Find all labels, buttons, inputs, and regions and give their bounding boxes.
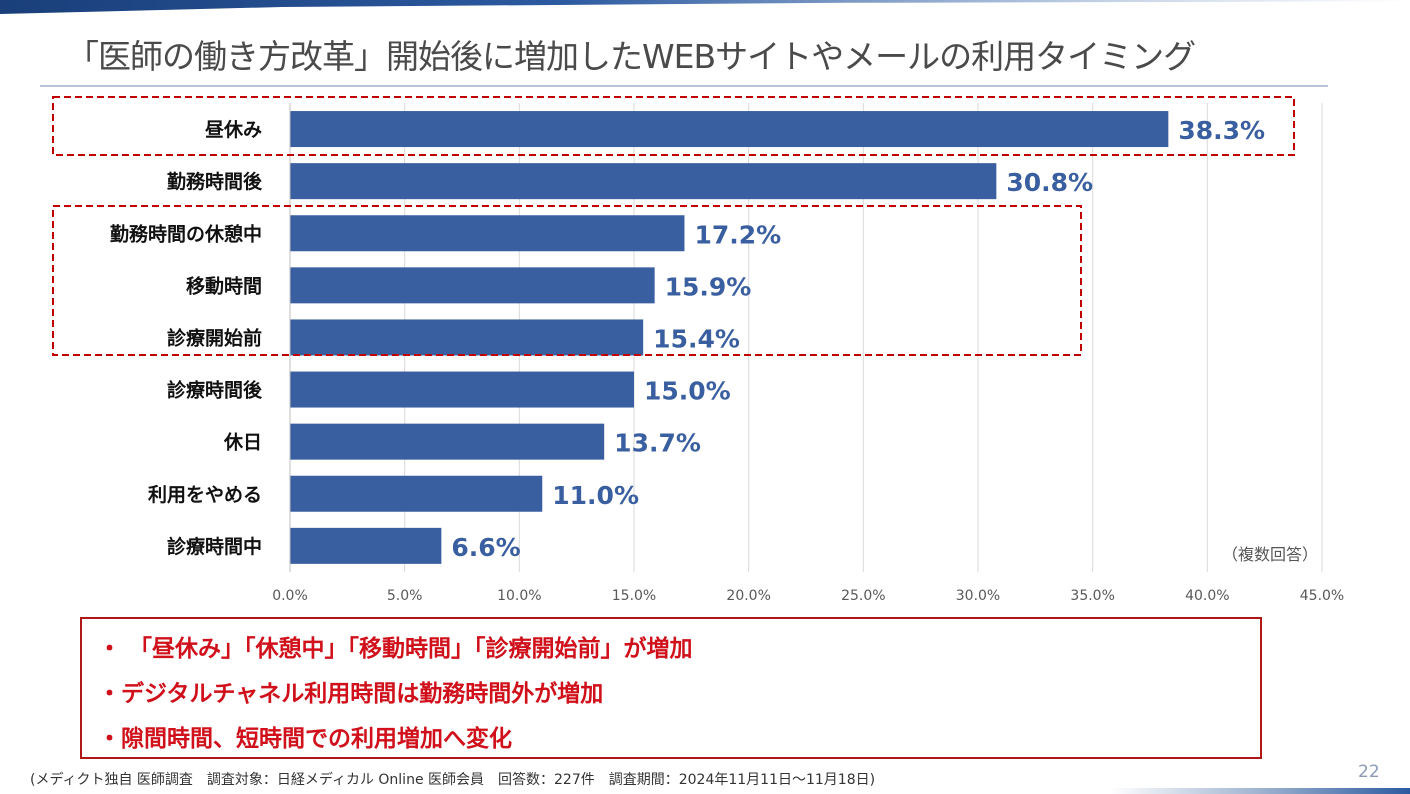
data-label: 11.0% [552,481,639,510]
x-tick-label: 15.0% [612,588,656,604]
x-tick-label: 0.0% [272,588,308,604]
x-tick-label: 40.0% [1185,588,1229,604]
data-label: 15.9% [665,272,752,301]
data-label: 6.6% [451,533,520,562]
bar-chart: 0.0% 5.0% 10.0% 15.0% 20.0% 25.0% 30.0% 35.0% 40… [52,96,1344,604]
data-label: 17.2% [694,220,781,249]
data-label: 15.0% [644,377,731,406]
category-label: 休日 [223,432,262,454]
category-label: 昼休み [205,119,262,141]
bar [290,215,685,252]
x-tick-label: 5.0% [387,588,423,604]
category-label: 診療開始前 [167,326,262,349]
category-label: 診療時間中 [167,535,262,558]
x-tick-label: 20.0% [726,588,770,604]
x-tick-label: 45.0% [1300,588,1344,604]
page-title: 「医師の働き方改革」開始後に増加したWEBサイトやメールの利用タイミング [66,37,1196,76]
bar [290,267,655,304]
highlight-box [52,96,1295,156]
footer-band [1110,788,1410,794]
chart-note: （複数回答） [1222,545,1319,564]
source-note: (メディクト独自 医師調査 調査対象：日経メディカル Online 医師会員 回… [30,772,876,788]
page-number: 22 [1358,762,1380,782]
x-tick-label: 25.0% [841,588,885,604]
summary-box: ・ 「昼休み」「休憩中」「移動時間」「診療開始前」が増加 ・デジタルチャネル利用… [80,617,1262,759]
bar [290,527,442,564]
title-divider [40,85,1328,87]
category-label: 勤務時間の休憩中 [110,222,262,245]
highlight-box [52,205,1082,356]
bar [290,319,644,356]
data-label: 38.3% [1178,116,1265,145]
bar [290,475,543,512]
data-label: 13.7% [614,429,701,458]
data-label: 15.4% [653,324,740,353]
data-label: 30.8% [1006,168,1093,197]
x-tick-label: 10.0% [497,588,541,604]
bar [290,163,997,200]
bar [290,371,634,408]
category-label: 移動時間 [186,274,262,297]
category-label: 勤務時間後 [167,170,263,193]
category-label: 利用をやめる [148,484,262,506]
summary-line: ・ 「昼休み」「休憩中」「移動時間」「診療開始前」が増加 [98,636,693,662]
summary-line: ・隙間時間、短時間での利用増加へ変化 [98,726,512,752]
bar [290,423,605,460]
x-tick-label: 35.0% [1070,588,1114,604]
bar [290,111,1169,148]
summary-line: ・デジタルチャネル利用時間は勤務時間外が増加 [98,681,604,707]
category-label: 診療時間後 [167,379,263,402]
x-tick-label: 30.0% [956,588,1000,604]
